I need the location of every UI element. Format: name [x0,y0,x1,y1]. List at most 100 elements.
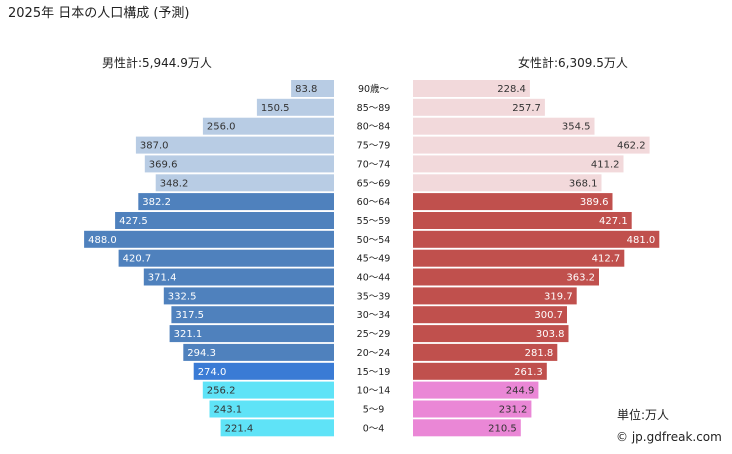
female-bar-18 [413,419,521,437]
female-value-label: 412.7 [592,254,621,265]
male-value-label: 256.2 [207,386,236,397]
age-group-label: 55〜59 [357,216,391,227]
female-total-label: 女性計:6,309.5万人 [518,55,628,70]
male-bar-5 [155,174,334,192]
male-bar-2 [202,117,334,135]
female-bar-7 [413,212,632,229]
female-bar-4 [413,155,624,173]
male-value-label: 427.5 [119,216,148,227]
female-bar-0 [413,80,530,97]
age-group-label: 5〜9 [363,405,385,416]
male-bar-8 [84,230,334,248]
male-bar-10 [143,268,334,286]
age-group-label: 80〜84 [357,122,391,133]
male-value-label: 332.5 [168,291,197,302]
female-value-label: 261.3 [514,367,543,378]
age-group-label: 90歳〜 [358,83,390,95]
age-group-label: 85〜89 [357,103,391,114]
male-bar-4 [144,155,334,173]
male-bar-12 [171,306,334,324]
female-value-label: 354.5 [562,122,591,133]
female-bar-8 [413,230,660,248]
male-value-label: 294.3 [187,348,216,359]
age-group-label: 20〜24 [357,348,391,359]
female-value-label: 427.1 [599,216,628,227]
male-value-label: 371.4 [148,273,177,284]
male-bar-18 [220,419,334,437]
male-bar-9 [118,249,334,267]
male-total-label: 男性計:5,944.9万人 [102,55,212,70]
age-group-label: 25〜29 [357,329,391,340]
age-group-label: 45〜49 [357,254,391,265]
female-bar-9 [413,249,625,267]
female-bar-6 [413,193,613,211]
male-bar-6 [138,193,334,211]
age-group-label: 40〜44 [357,273,391,284]
female-bar-15 [413,362,547,380]
age-group-label: 75〜79 [357,141,391,152]
female-value-label: 300.7 [534,310,563,321]
male-value-label: 243.1 [214,405,243,416]
female-value-label: 228.4 [497,84,526,95]
age-group-label: 30〜34 [357,310,391,321]
credit-text: © jp.gdfreak.com [616,430,722,444]
age-group-label: 60〜64 [357,197,391,208]
age-group-label: 50〜54 [357,235,391,246]
unit-label: 単位:万人 [617,407,669,422]
male-bar-15 [193,362,334,380]
female-bar-13 [413,325,569,343]
chart-title: 2025年 日本の人口構成 (予測) [8,6,190,21]
male-value-label: 83.8 [295,84,317,95]
female-bar-11 [413,287,577,305]
female-value-label: 231.2 [499,405,528,416]
male-bar-16 [202,381,334,399]
female-bar-10 [413,268,599,286]
male-value-label: 348.2 [160,178,189,189]
female-bar-3 [413,136,650,154]
female-value-label: 210.5 [488,423,517,434]
female-value-label: 319.7 [544,291,573,302]
female-value-label: 389.6 [580,197,609,208]
female-bar-12 [413,306,567,324]
age-group-label: 70〜74 [357,159,391,170]
male-value-label: 274.0 [198,367,227,378]
male-value-label: 321.1 [174,329,203,340]
female-bar-17 [413,400,532,418]
male-bar-17 [209,400,334,418]
male-value-label: 488.0 [88,235,117,246]
female-value-label: 481.0 [627,235,656,246]
male-bar-13 [169,325,334,343]
male-value-label: 256.0 [207,122,236,133]
female-bar-2 [413,117,595,135]
male-value-label: 369.6 [149,159,178,170]
male-value-label: 420.7 [123,254,152,265]
age-group-label: 65〜69 [357,178,391,189]
male-bar-11 [163,287,334,305]
female-bar-14 [413,343,558,361]
age-group-label: 0〜4 [363,423,385,434]
female-value-label: 303.8 [536,329,565,340]
male-bar-1 [256,98,334,116]
male-bar-0 [291,80,334,97]
female-value-label: 257.7 [512,103,541,114]
female-bar-16 [413,381,539,399]
male-bar-3 [135,136,334,154]
female-bar-1 [413,98,545,116]
female-bar-5 [413,174,602,192]
male-bar-14 [183,343,334,361]
age-group-label: 15〜19 [357,367,391,378]
male-value-label: 387.0 [140,141,169,152]
female-value-label: 411.2 [591,159,620,170]
age-group-label: 35〜39 [357,291,391,302]
female-value-label: 368.1 [569,178,598,189]
bars-group: 83.8 228.4 90歳〜 150.5 257.7 85〜89 256.0 354.5 80… [84,80,660,437]
female-value-label: 363.2 [566,273,595,284]
male-value-label: 382.2 [142,197,171,208]
male-value-label: 150.5 [261,103,290,114]
male-value-label: 317.5 [175,310,204,321]
female-value-label: 462.2 [617,141,646,152]
male-bar-7 [115,212,334,229]
male-value-label: 221.4 [225,423,254,434]
